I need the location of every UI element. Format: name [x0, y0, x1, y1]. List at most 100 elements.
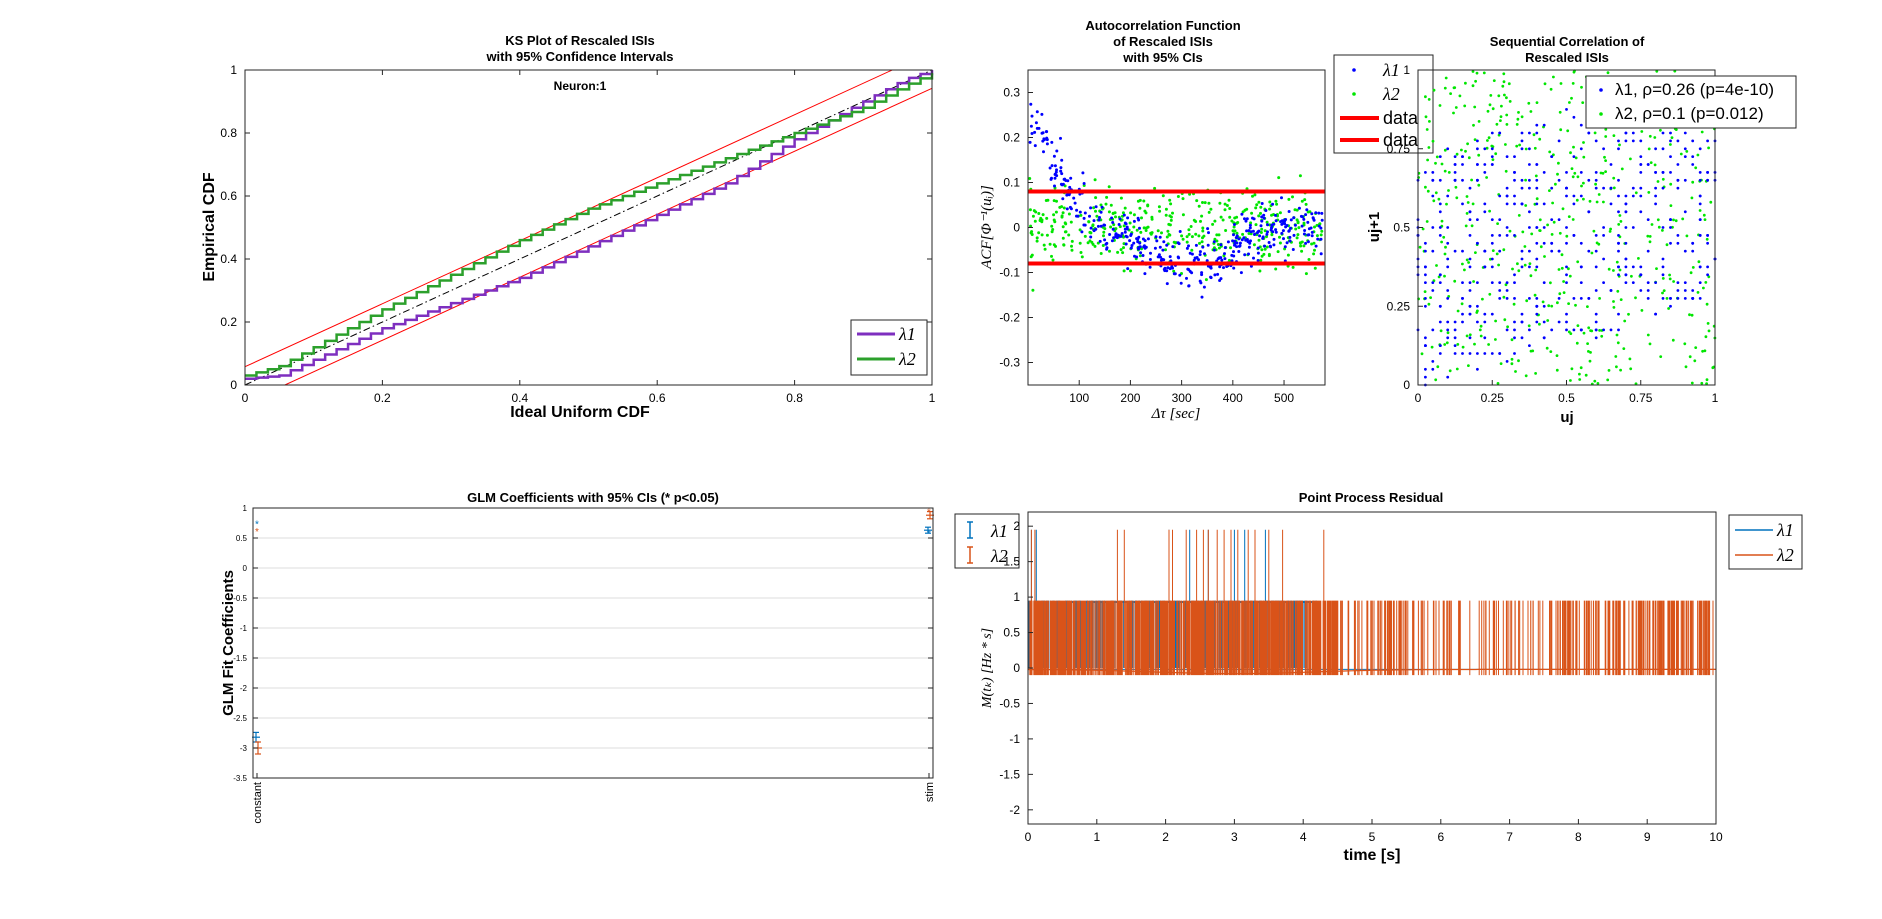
acf-point-lambda2: [1099, 252, 1103, 255]
acf-point-lambda1: [1247, 252, 1250, 256]
acf-point-lambda1: [1289, 226, 1292, 230]
seq-point-lambda2: [1535, 197, 1539, 201]
ks-title-line-2: with 95% Confidence Intervals: [485, 49, 673, 64]
acf-point-lambda1: [1110, 216, 1114, 220]
acf-point-lambda2: [1107, 210, 1111, 214]
acf-point-lambda1: [1117, 223, 1121, 226]
seq-point-lambda2: [1568, 101, 1571, 104]
seq-point-lambda1: [1654, 312, 1657, 316]
acf-point-lambda2: [1045, 216, 1049, 220]
seq-point-lambda1: [1698, 147, 1702, 151]
seq-point-lambda2: [1691, 180, 1695, 184]
acf-point-lambda1: [1223, 252, 1226, 256]
seq-point-lambda1: [1542, 123, 1546, 127]
seq-point-lambda2: [1421, 227, 1425, 231]
seq-point-lambda1: [1691, 139, 1695, 143]
seq-point-lambda1: [1490, 218, 1494, 222]
acf-point-lambda2: [1252, 243, 1256, 247]
seq-point-lambda2: [1620, 167, 1624, 171]
seq-point-lambda2: [1607, 267, 1611, 271]
acf-point-lambda2: [1091, 242, 1095, 246]
seq-point-lambda2: [1702, 286, 1705, 290]
ppr-y-tick-label: -1.5: [999, 767, 1020, 781]
acf-point-lambda1: [1218, 279, 1222, 282]
acf-point-lambda2: [1265, 245, 1269, 249]
seq-point-lambda2: [1569, 379, 1572, 382]
seq-point-lambda2: [1568, 274, 1572, 278]
seq-point-lambda1: [1706, 171, 1709, 174]
acf-point-lambda2: [1236, 221, 1240, 224]
acf-point-lambda2: [1028, 177, 1032, 180]
seq-point-lambda1: [1424, 171, 1427, 174]
seq-point-lambda1: [1446, 265, 1450, 269]
seq-point-lambda2: [1455, 367, 1459, 371]
acf-point-lambda1: [1112, 236, 1116, 240]
acf-point-lambda2: [1041, 213, 1045, 217]
acf-point-lambda2: [1062, 243, 1066, 247]
seq-point-lambda2: [1461, 262, 1464, 266]
seq-point-lambda1: [1513, 155, 1516, 159]
seq-point-lambda1: [1565, 312, 1568, 316]
acf-x-tick-label: 400: [1223, 391, 1243, 405]
acf-point-lambda1: [1179, 281, 1183, 285]
seq-point-lambda1: [1446, 375, 1450, 379]
acf-point-lambda1: [1060, 158, 1064, 162]
seq-point-lambda1: [1698, 178, 1702, 182]
acf-point-lambda1: [1065, 193, 1069, 197]
acf-point-lambda2: [1109, 225, 1113, 229]
acf-point-lambda2: [1063, 230, 1067, 234]
glm-y-tick-label: 0: [243, 564, 248, 573]
seq-point-lambda1: [1639, 289, 1643, 292]
acf-point-lambda1: [1305, 208, 1309, 212]
acf-point-lambda2: [1140, 216, 1143, 220]
acf-point-lambda2: [1091, 224, 1095, 228]
seq-point-lambda2: [1576, 324, 1580, 327]
seq-point-lambda2: [1584, 373, 1588, 377]
acf-point-lambda2: [1224, 229, 1228, 232]
seq-point-lambda2: [1578, 378, 1582, 381]
seq-point-lambda2: [1586, 305, 1589, 308]
acf-point-lambda1: [1291, 248, 1295, 251]
seq-point-lambda1: [1476, 367, 1479, 371]
seq-point-lambda1: [1572, 234, 1576, 237]
acf-point-lambda1: [1124, 234, 1128, 238]
seq-point-lambda1: [1587, 249, 1591, 253]
acf-point-lambda1: [1102, 223, 1106, 227]
acf-point-lambda2: [1259, 258, 1263, 262]
seq-point-lambda2: [1499, 119, 1502, 122]
acf-point-lambda1: [1137, 218, 1141, 222]
acf-point-lambda1: [1269, 245, 1273, 249]
seq-point-lambda1: [1438, 320, 1442, 324]
acf-point-lambda2: [1132, 213, 1136, 217]
seq-point-lambda1: [1683, 249, 1687, 253]
acf-point-lambda1: [1274, 230, 1278, 234]
seq-point-lambda2: [1551, 201, 1554, 205]
acf-point-lambda1: [1030, 132, 1034, 135]
seq-point-lambda2: [1499, 115, 1503, 118]
acf-point-lambda1: [1029, 124, 1033, 128]
seq-point-lambda2: [1586, 342, 1589, 345]
seq-point-lambda2: [1588, 199, 1592, 203]
seq-point-lambda1: [1676, 297, 1680, 300]
acf-point-lambda1: [1317, 211, 1321, 215]
acf-point-lambda2: [1187, 232, 1191, 236]
acf-point-lambda2: [1304, 272, 1308, 276]
seq-point-lambda2: [1556, 301, 1559, 305]
acf-point-lambda2: [1171, 211, 1174, 215]
acf-point-lambda1: [1162, 258, 1166, 262]
seq-point-lambda2: [1487, 136, 1491, 140]
seq-point-lambda1: [1565, 226, 1568, 229]
seq-point-lambda2: [1515, 123, 1519, 126]
seq-point-lambda1: [1639, 265, 1643, 269]
seq-point-lambda2: [1516, 117, 1520, 121]
seq-point-lambda2: [1698, 209, 1702, 212]
seq-point-lambda1: [1617, 178, 1620, 182]
seq-point-lambda1: [1513, 234, 1516, 237]
seq-point-lambda1: [1602, 186, 1605, 190]
seq-point-lambda1: [1513, 178, 1516, 182]
ks-y-axis-label: Empirical CDF: [201, 172, 218, 282]
acf-point-lambda2: [1278, 235, 1281, 239]
acf-point-lambda2: [1078, 241, 1082, 245]
seq-point-lambda1: [1624, 210, 1628, 214]
